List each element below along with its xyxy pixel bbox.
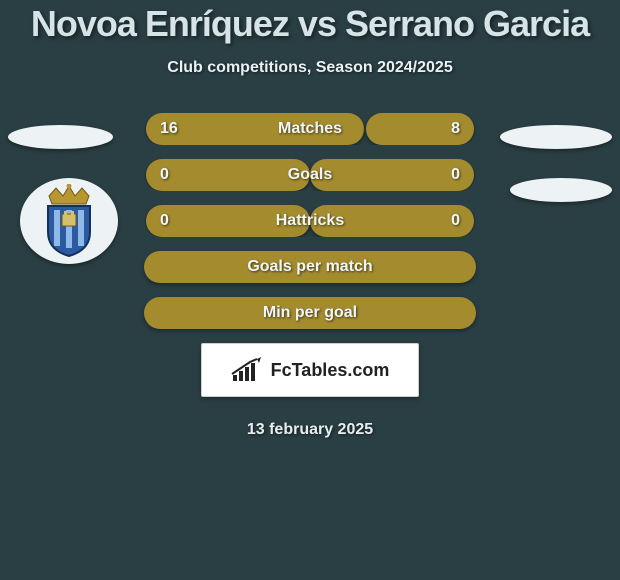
stat-row-mpg: Min per goal [144, 297, 476, 329]
stat-row-goals: 0 Goals 0 [144, 159, 476, 191]
stat-right-value: 8 [451, 120, 460, 138]
player-left-pill-1 [8, 125, 113, 149]
player-right-pill-1 [500, 125, 612, 149]
club-crest [20, 178, 118, 264]
stat-label: Min per goal [263, 304, 357, 322]
player-right-pill-2 [510, 178, 612, 202]
stat-right: 8 [366, 113, 474, 145]
stat-left: 0 [146, 159, 310, 191]
stat-left-value: 16 [160, 120, 178, 138]
chart-icon [231, 357, 265, 383]
stat-left-value: 0 [160, 166, 169, 184]
stat-left-value: 0 [160, 212, 169, 230]
stat-left: 0 [146, 205, 310, 237]
stat-right-value: 0 [451, 212, 460, 230]
stat-left: 16 [146, 113, 364, 145]
stat-row-hattricks: 0 Hattricks 0 [144, 205, 476, 237]
subtitle: Club competitions, Season 2024/2025 [0, 59, 620, 77]
stat-right-value: 0 [451, 166, 460, 184]
stat-row-matches: 16 Matches 8 [144, 113, 476, 145]
crest-icon [34, 184, 104, 258]
stat-label: Goals per match [247, 258, 372, 276]
stat-right: 0 [310, 159, 474, 191]
date-text: 13 february 2025 [0, 421, 620, 439]
brand-text: FcTables.com [271, 360, 390, 381]
stat-row-gpm: Goals per match [144, 251, 476, 283]
stat-right: 0 [310, 205, 474, 237]
brand-badge[interactable]: FcTables.com [201, 343, 419, 397]
page-title: Novoa Enríquez vs Serrano Garcia [0, 2, 620, 45]
